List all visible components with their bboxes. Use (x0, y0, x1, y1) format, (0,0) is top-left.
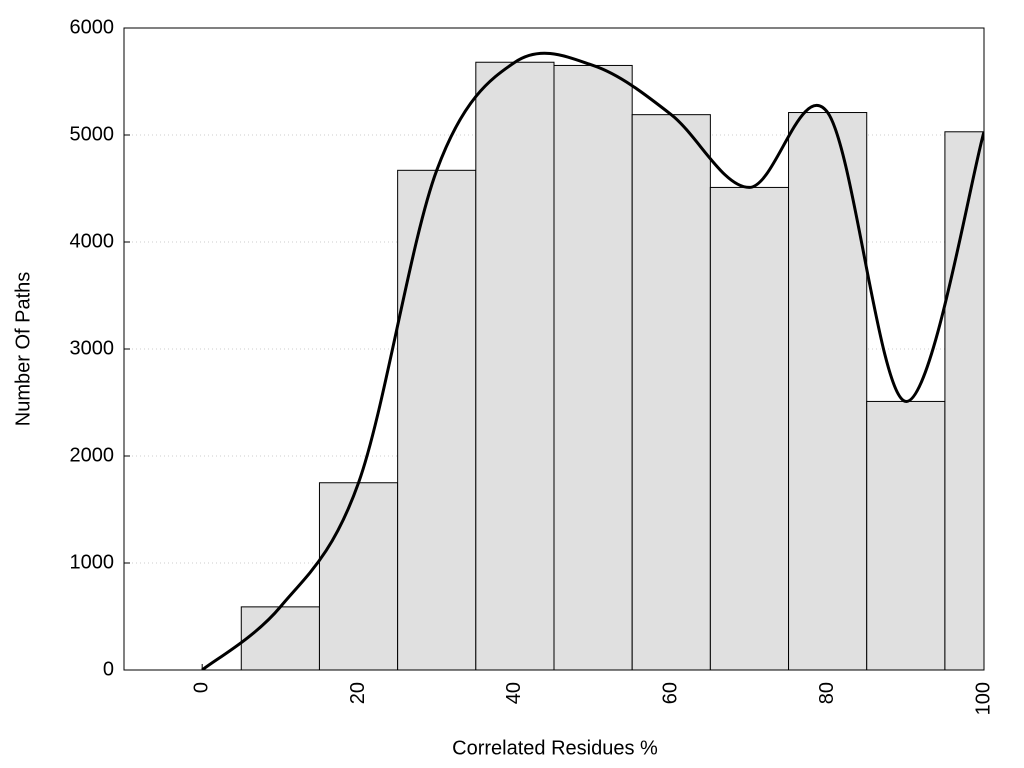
y-tick-label: 4000 (70, 230, 115, 252)
y-tick-label: 5000 (70, 123, 115, 145)
bar (709, 186, 790, 670)
y-tick-label: 1000 (70, 551, 115, 573)
bar (553, 64, 633, 670)
y-tick-label: 0 (103, 658, 114, 680)
x-tick-label: 100 (972, 682, 994, 715)
y-tick-label: 2000 (70, 444, 115, 466)
bar (397, 169, 477, 670)
smooth-line (201, 51, 984, 670)
bar (318, 482, 399, 670)
bar (475, 61, 555, 670)
y-tick-label: 3000 (70, 337, 115, 359)
bar (788, 112, 868, 670)
x-tick-label: 0 (190, 682, 212, 693)
x-tick-label: 80 (816, 682, 838, 704)
y-axis-label: Number Of Paths (12, 272, 34, 427)
plot-frame (123, 27, 985, 671)
y-tick-label: 6000 (70, 16, 115, 38)
bar (240, 606, 320, 670)
x-tick-label: 40 (503, 682, 525, 704)
plot-area (201, 51, 984, 670)
x-tick-label: 20 (347, 682, 369, 704)
x-axis-label: Correlated Residues % (452, 737, 658, 759)
bar (631, 114, 711, 670)
bar (866, 400, 946, 670)
x-tick-label: 60 (660, 682, 682, 704)
